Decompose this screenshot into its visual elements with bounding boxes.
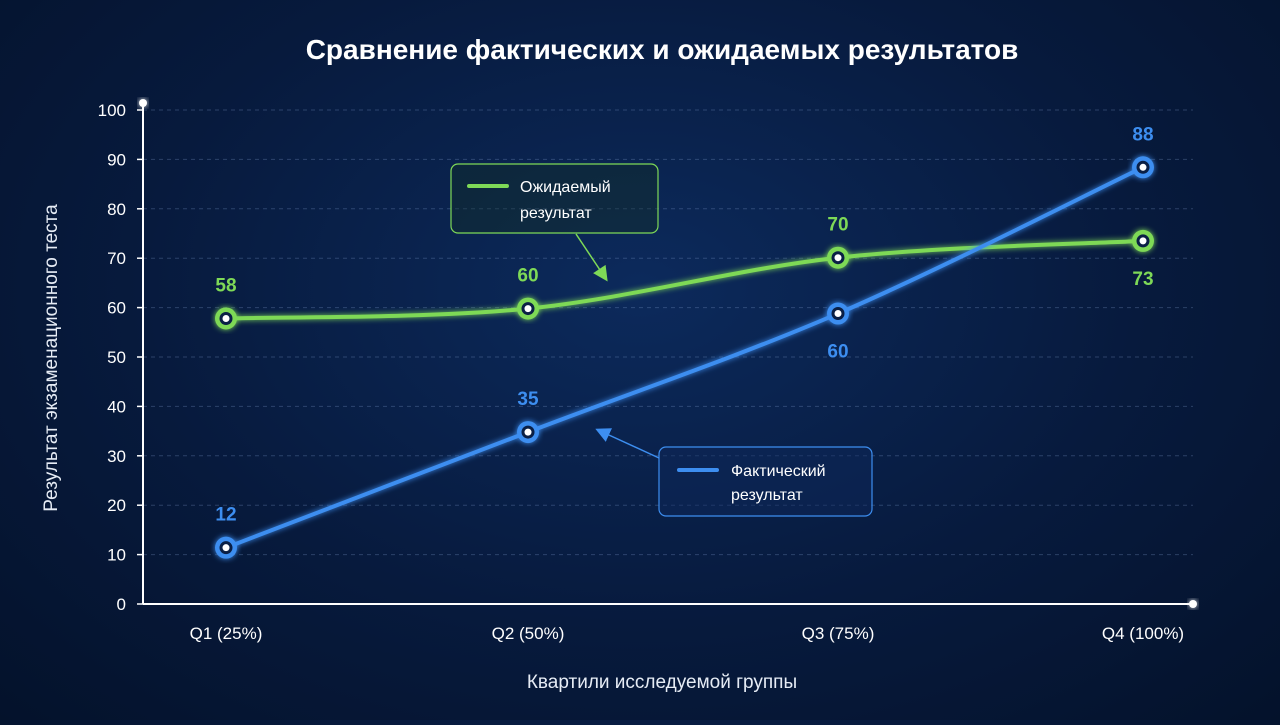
y-axis-end-dot	[139, 99, 147, 107]
point-expected-q4-center	[1139, 237, 1147, 245]
x-tick-label-1: Q1 (25%)	[190, 624, 263, 643]
x-tick-label-3: Q3 (75%)	[802, 624, 875, 643]
legend-expected-arrow	[575, 233, 608, 282]
gridlines	[143, 109, 1193, 556]
point-actual-q1-center	[222, 544, 230, 552]
y-axis-ticks: 0 10 20 30 40 50 60 70 80 90 100	[98, 101, 143, 614]
y-tick-label-10: 10	[107, 546, 126, 565]
y-tick-label-30: 30	[107, 447, 126, 466]
y-tick-label-80: 80	[107, 200, 126, 219]
value-label-expected-q4: 73	[1132, 269, 1153, 290]
point-actual-q4	[1132, 156, 1154, 179]
data-labels: 58 60 70 73 12 35 60 88	[215, 124, 1153, 525]
point-expected-q2-center	[524, 305, 532, 313]
point-expected-q1	[215, 307, 237, 330]
legend-actual-box	[658, 446, 873, 517]
legend-expected-line2: результат	[520, 205, 592, 222]
value-label-expected-q1: 58	[215, 275, 236, 296]
x-axis-title: Квартили исследуемой группы	[527, 672, 797, 693]
x-tick-label-2: Q2 (50%)	[492, 624, 565, 643]
value-label-actual-q3: 60	[827, 342, 848, 363]
point-actual-q1	[215, 536, 237, 559]
y-tick-label-0: 0	[117, 595, 126, 614]
data-points	[215, 156, 1154, 559]
value-label-expected-q2: 60	[517, 266, 538, 287]
point-expected-q3	[827, 246, 849, 269]
point-expected-q2	[517, 297, 539, 320]
y-tick-label-20: 20	[107, 496, 126, 515]
x-axis-ticks: Q1 (25%) Q2 (50%) Q3 (75%) Q4 (100%)	[190, 624, 1184, 643]
point-actual-q2-center	[524, 428, 532, 436]
y-tick-label-60: 60	[107, 299, 126, 318]
point-actual-q4-center	[1139, 163, 1147, 171]
y-tick-label-90: 90	[107, 150, 126, 169]
legend-actual: Фактический результат	[595, 428, 873, 517]
value-label-actual-q1: 12	[215, 505, 236, 526]
point-actual-q3	[827, 302, 849, 325]
legend-actual-arrow	[595, 428, 660, 459]
legend-expected-line1: Ожидаемый	[520, 179, 611, 196]
legend-actual-line2: результат	[731, 487, 803, 504]
chart-title: Сравнение фактических и ожидаемых резуль…	[306, 34, 1019, 65]
point-actual-q3-center	[834, 310, 842, 318]
legend-expected-box	[450, 163, 659, 234]
point-expected-q1-center	[222, 314, 230, 322]
y-tick-label-70: 70	[107, 249, 126, 268]
series-lines	[224, 165, 1145, 550]
value-label-actual-q2: 35	[517, 389, 539, 410]
x-tick-label-4: Q4 (100%)	[1102, 624, 1184, 643]
y-tick-label-100: 100	[98, 101, 126, 120]
series-line-expected	[224, 238, 1145, 321]
y-axis-title: Результат экзаменационного теста	[41, 204, 62, 512]
x-axis-end-dot	[1189, 600, 1197, 608]
point-expected-q4	[1132, 229, 1154, 252]
value-label-expected-q3: 70	[827, 215, 848, 236]
y-tick-label-40: 40	[107, 397, 126, 416]
value-label-actual-q4: 88	[1132, 124, 1153, 145]
point-expected-q3-center	[834, 254, 842, 262]
y-tick-label-50: 50	[107, 348, 126, 367]
point-actual-q2	[517, 421, 539, 444]
series-line-actual	[224, 165, 1145, 550]
legend-expected: Ожидаемый результат	[450, 163, 659, 282]
axes	[139, 99, 1197, 608]
legend-actual-line1: Фактический	[731, 463, 826, 480]
